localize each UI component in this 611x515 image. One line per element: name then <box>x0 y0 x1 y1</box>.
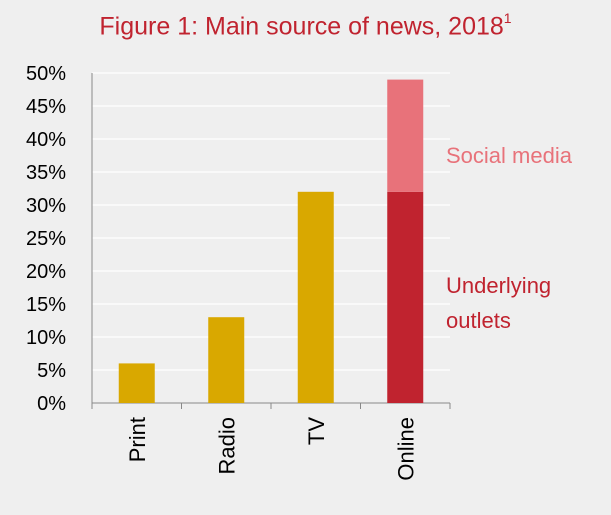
y-tick-label: 40% <box>26 129 66 151</box>
annotation-label: Underlying <box>446 273 551 298</box>
bar-print-base <box>118 363 155 403</box>
y-tick-label: 35% <box>26 162 66 184</box>
annotation-label: outlets <box>446 308 511 333</box>
bar-online-stack <box>387 79 424 192</box>
bar-online-base <box>387 191 424 403</box>
chart-title: Figure 1: Main source of news, 20181 <box>99 10 512 41</box>
y-tick-label: 0% <box>37 393 66 415</box>
y-tick-label: 5% <box>37 360 66 382</box>
y-tick-label: 50% <box>26 63 66 85</box>
x-category-label: TV <box>304 417 329 445</box>
annotation-label: Social media <box>446 143 573 168</box>
y-tick-label: 30% <box>26 195 66 217</box>
x-category-label: Print <box>125 417 150 462</box>
y-tick-label: 20% <box>26 261 66 283</box>
y-tick-label: 25% <box>26 228 66 250</box>
y-tick-label: 45% <box>26 96 66 118</box>
bar-tv-base <box>297 191 334 403</box>
x-category-label: Online <box>393 417 418 481</box>
y-tick-label: 10% <box>26 327 66 349</box>
y-tick-label: 15% <box>26 294 66 316</box>
bar-radio-base <box>208 317 245 403</box>
x-category-label: Radio <box>214 417 239 474</box>
